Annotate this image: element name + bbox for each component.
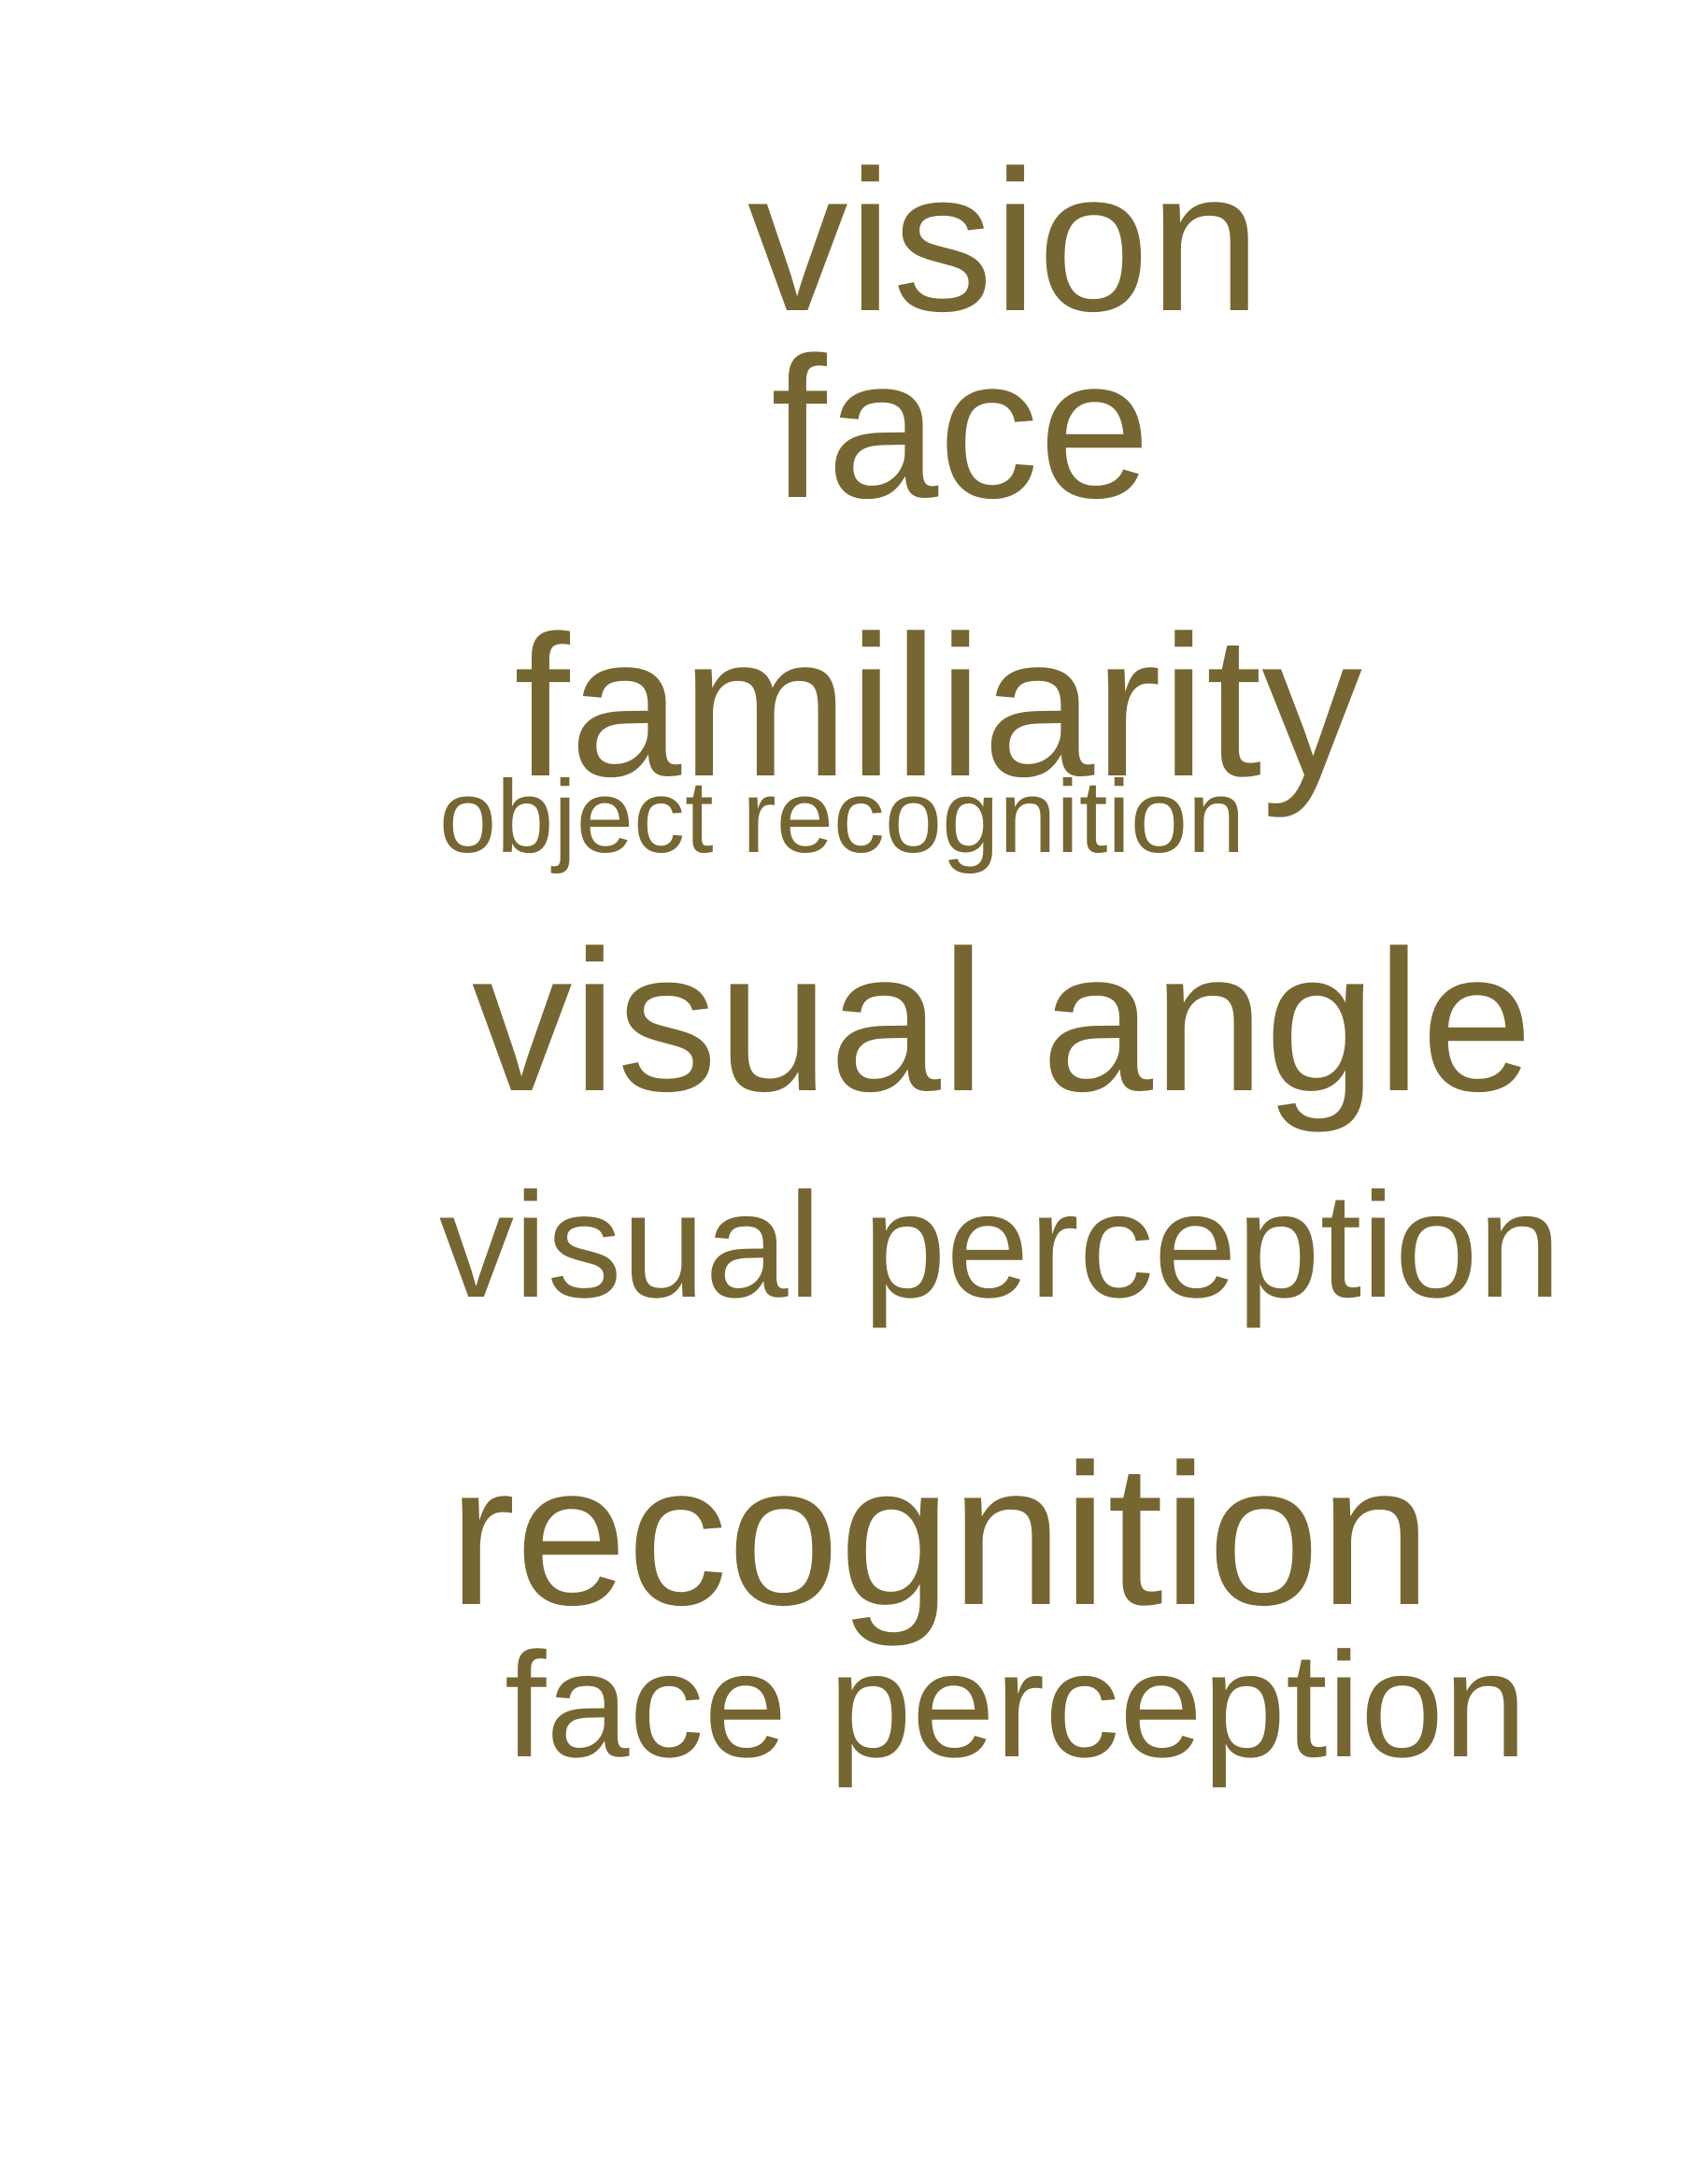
word-visual-angle: visual angle [472,908,1533,1133]
word-familiarity: familiarity [514,593,1362,818]
word-visual-perception: visual perception [439,1161,1561,1328]
word-recognition: recognition [448,1422,1431,1647]
word-face: face [771,315,1151,540]
word-face-perception: face perception [505,1621,1528,1788]
word-object-recognition: object recognition [439,760,1245,874]
word-vision: vision [747,128,1261,353]
